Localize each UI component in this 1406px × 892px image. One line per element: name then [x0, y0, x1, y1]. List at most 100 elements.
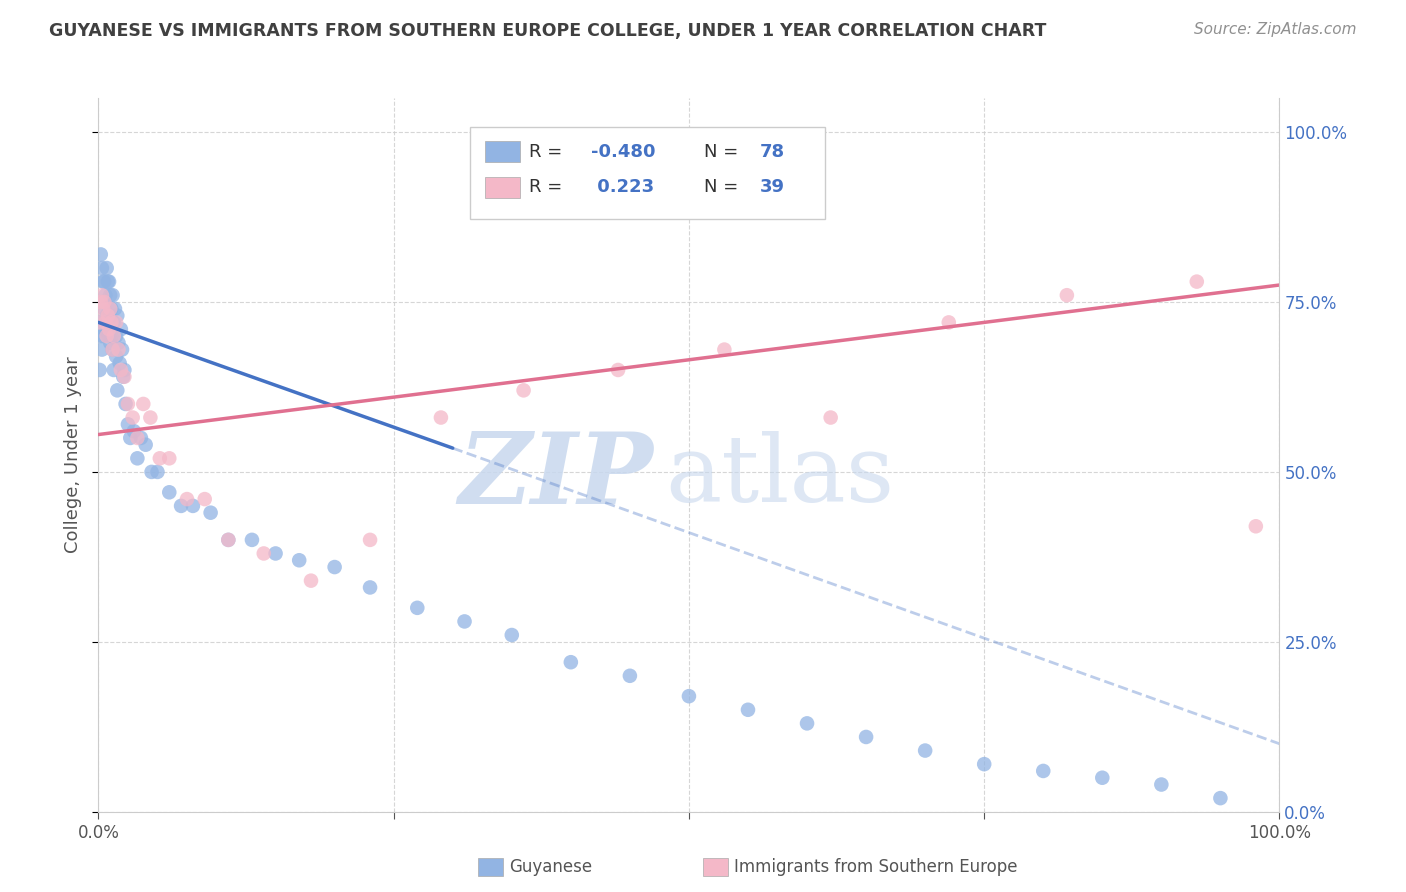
Point	[101, 343, 124, 357]
Point	[117, 417, 139, 432]
Point	[323, 560, 346, 574]
Point	[91, 288, 114, 302]
Text: ZIP: ZIP	[458, 428, 654, 524]
Point	[114, 397, 136, 411]
Point	[90, 247, 112, 261]
Point	[157, 485, 180, 500]
Point	[141, 465, 163, 479]
Point	[98, 275, 121, 289]
Point	[89, 315, 111, 329]
Point	[93, 322, 115, 336]
Point	[127, 431, 149, 445]
Point	[97, 309, 120, 323]
Point	[107, 343, 129, 357]
Point	[111, 343, 134, 357]
Point	[240, 533, 263, 547]
Point	[96, 309, 118, 323]
Point	[105, 309, 128, 323]
Text: -0.480: -0.480	[591, 143, 655, 161]
Point	[93, 275, 115, 289]
Point	[89, 363, 111, 377]
Point	[1185, 275, 1208, 289]
Point	[122, 424, 145, 438]
Point	[117, 397, 139, 411]
FancyBboxPatch shape	[471, 127, 825, 219]
Point	[103, 315, 125, 329]
Text: GUYANESE VS IMMIGRANTS FROM SOUTHERN EUROPE COLLEGE, UNDER 1 YEAR CORRELATION CH: GUYANESE VS IMMIGRANTS FROM SOUTHERN EUR…	[49, 22, 1046, 40]
Point	[299, 574, 322, 588]
Text: atlas: atlas	[665, 432, 894, 521]
Point	[105, 329, 128, 343]
Point	[100, 315, 122, 329]
Point	[91, 260, 114, 275]
Point	[855, 730, 877, 744]
Point	[914, 743, 936, 757]
Point	[104, 301, 127, 316]
Point	[94, 315, 117, 329]
Point	[149, 451, 172, 466]
Point	[1056, 288, 1078, 302]
Point	[501, 628, 523, 642]
Point	[98, 309, 121, 323]
Text: N =: N =	[704, 178, 744, 196]
Point	[453, 615, 475, 629]
Text: 39: 39	[759, 178, 785, 196]
Point	[89, 315, 111, 329]
Point	[103, 363, 125, 377]
Point	[110, 322, 132, 336]
Point	[101, 288, 124, 302]
Text: 78: 78	[759, 143, 785, 161]
Point	[512, 384, 534, 398]
Point	[127, 451, 149, 466]
Point	[120, 431, 142, 445]
Point	[135, 438, 157, 452]
Point	[217, 533, 239, 547]
Text: Guyanese: Guyanese	[509, 858, 592, 876]
Point	[100, 301, 122, 316]
Text: Source: ZipAtlas.com: Source: ZipAtlas.com	[1194, 22, 1357, 37]
Y-axis label: College, Under 1 year: College, Under 1 year	[63, 357, 82, 553]
Point	[264, 546, 287, 560]
Point	[820, 410, 842, 425]
Bar	[485, 141, 520, 162]
Point	[170, 499, 193, 513]
Point	[112, 363, 135, 377]
Point	[176, 492, 198, 507]
Point	[1091, 771, 1114, 785]
Text: R =: R =	[530, 143, 568, 161]
Point	[91, 329, 114, 343]
Point	[96, 329, 118, 343]
Point	[101, 343, 124, 357]
Point	[139, 410, 162, 425]
Point	[560, 655, 582, 669]
Point	[98, 335, 121, 350]
Text: Immigrants from Southern Europe: Immigrants from Southern Europe	[734, 858, 1018, 876]
Bar	[485, 177, 520, 198]
Point	[253, 546, 276, 560]
Point	[107, 335, 129, 350]
Point	[105, 384, 128, 398]
Point	[938, 315, 960, 329]
Point	[607, 363, 630, 377]
Point	[796, 716, 818, 731]
Point	[110, 363, 132, 377]
Point	[406, 600, 429, 615]
Point	[98, 301, 121, 316]
Point	[105, 315, 128, 329]
Point	[1209, 791, 1232, 805]
Point	[194, 492, 217, 507]
Point	[1032, 764, 1054, 778]
Point	[359, 581, 381, 595]
Point	[98, 329, 121, 343]
Point	[93, 295, 115, 310]
Point	[288, 553, 311, 567]
Point	[359, 533, 381, 547]
Point	[1150, 778, 1173, 792]
Point	[678, 689, 700, 703]
Point	[105, 350, 128, 364]
Point	[108, 356, 131, 370]
Point	[973, 757, 995, 772]
Point	[103, 329, 125, 343]
Point	[181, 499, 204, 513]
Point	[430, 410, 453, 425]
